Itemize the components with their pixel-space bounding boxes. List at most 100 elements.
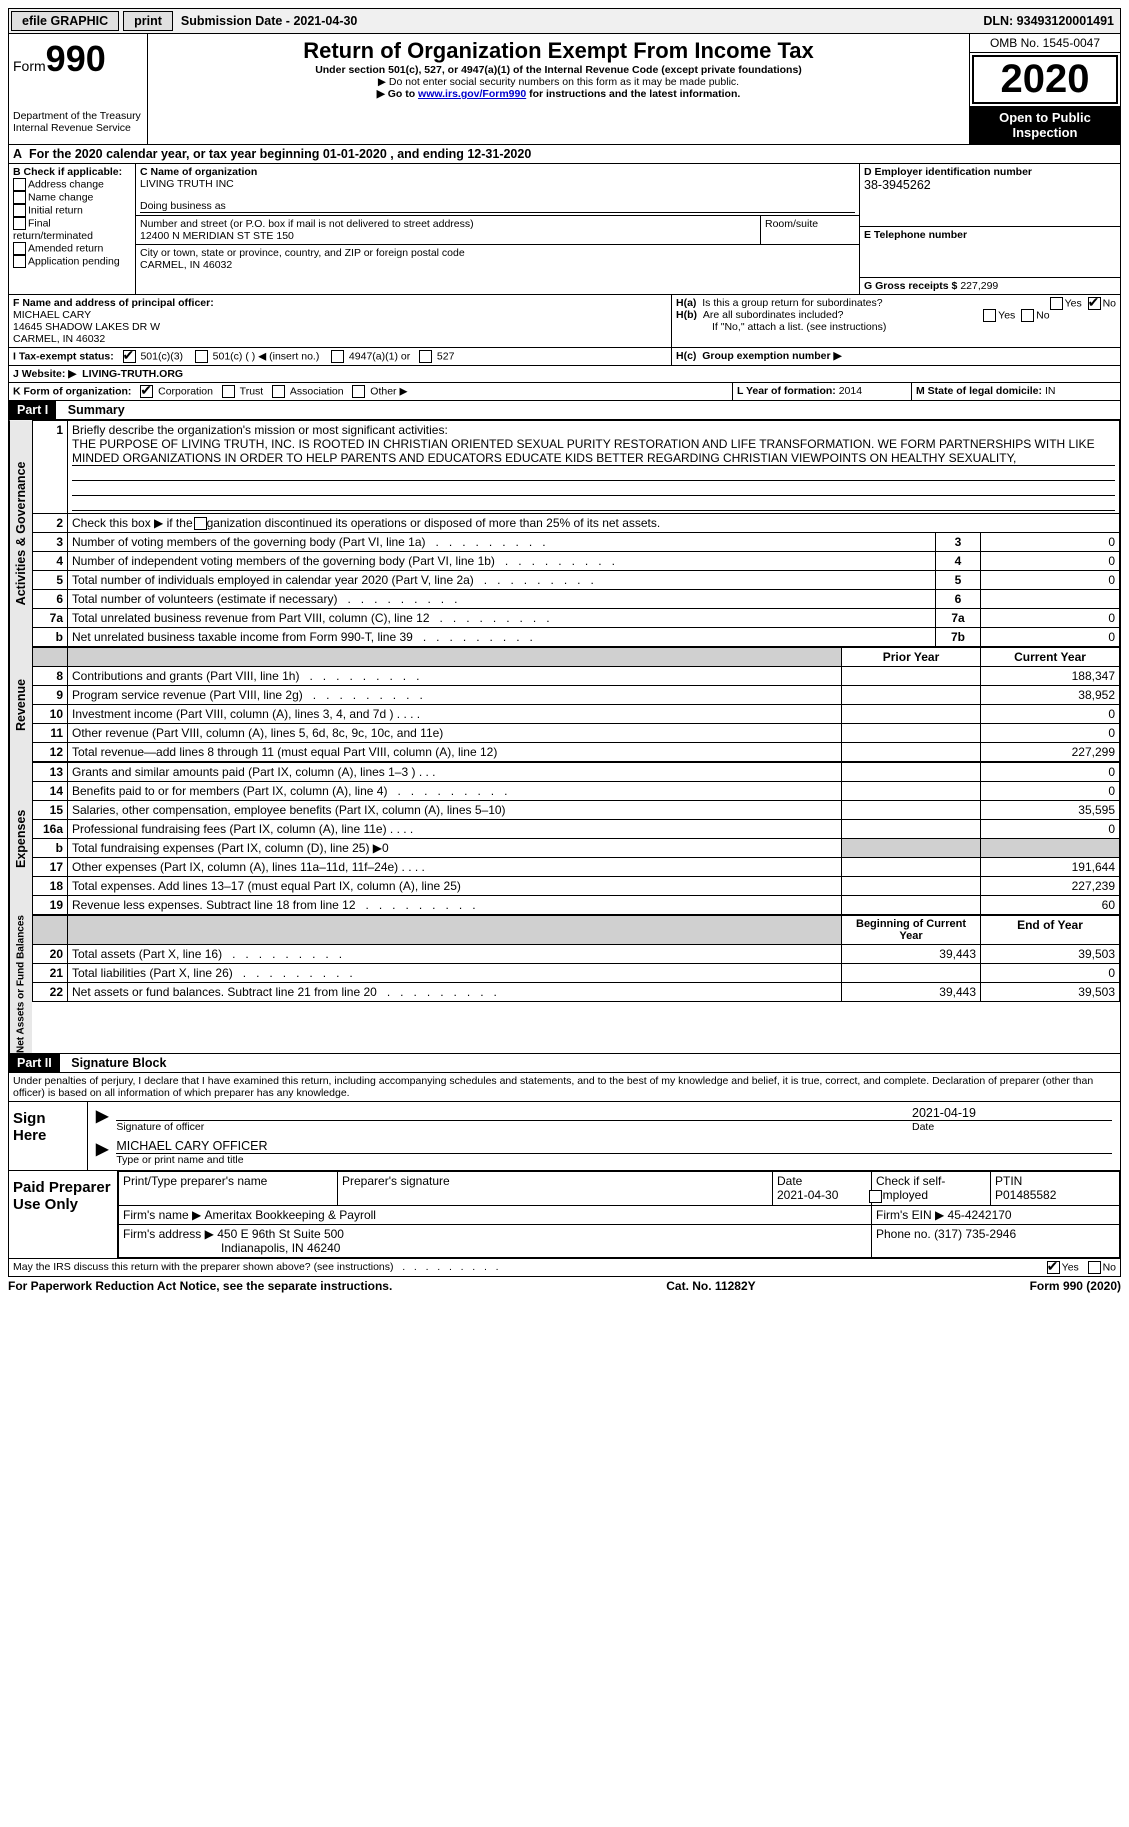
v13: 0 <box>981 763 1120 782</box>
d-label: D Employer identification number <box>864 166 1116 178</box>
irs: Internal Revenue Service <box>13 122 143 134</box>
l9: Program service revenue (Part VIII, line… <box>72 688 423 702</box>
chk-initial[interactable]: Initial return <box>13 204 131 217</box>
l16a: Professional fundraising fees (Part IX, … <box>72 822 387 836</box>
i-label: I Tax-exempt status: <box>13 350 114 362</box>
chk-address[interactable]: Address change <box>13 178 131 191</box>
officer-printed-name: MICHAEL CARY OFFICER <box>116 1139 1112 1154</box>
chk-pending[interactable]: Application pending <box>13 255 131 268</box>
website-value: LIVING-TRUTH.ORG <box>82 368 183 380</box>
firm-addr1: 450 E 96th St Suite 500 <box>217 1227 344 1241</box>
phone-label: Phone no. <box>876 1227 931 1241</box>
chk-corp[interactable] <box>140 385 153 398</box>
v3: 0 <box>981 533 1120 552</box>
chk-self-employed[interactable] <box>869 1190 882 1203</box>
l16b: Total fundraising expenses (Part IX, col… <box>68 839 842 858</box>
officer-addr2: CARMEL, IN 46032 <box>13 333 667 345</box>
part2-num: Part II <box>9 1054 60 1072</box>
form-subtitle: Under section 501(c), 527, or 4947(a)(1)… <box>152 64 965 76</box>
h-b: H(b) Are all subordinates included? Yes … <box>676 309 1116 321</box>
chk-final[interactable]: Final return/terminated <box>13 217 131 242</box>
sign-date-value: 2021-04-19 <box>912 1106 1112 1120</box>
chk-discuss-no[interactable] <box>1088 1261 1101 1274</box>
firm-ein: 45-4242170 <box>948 1208 1012 1222</box>
footer-mid: Cat. No. 11282Y <box>666 1279 755 1293</box>
print-button[interactable]: print <box>123 11 173 31</box>
chk-501c3[interactable] <box>123 350 136 363</box>
chk-other[interactable] <box>352 385 365 398</box>
website-row: J Website: ▶ LIVING-TRUTH.ORG <box>8 366 1121 383</box>
j-label: J Website: ▶ <box>13 368 76 380</box>
p-self-employed: Check if self-employed <box>872 1172 991 1205</box>
firm-ein-label: Firm's EIN ▶ <box>876 1208 944 1222</box>
chk-discontinued[interactable] <box>194 517 207 530</box>
dept-treasury: Department of the Treasury <box>13 110 143 122</box>
submission-date: Submission Date - 2021-04-30 <box>175 14 977 28</box>
paid-preparer-block: Paid Preparer Use Only Print/Type prepar… <box>8 1171 1121 1258</box>
footer-left: For Paperwork Reduction Act Notice, see … <box>8 1279 392 1293</box>
current-year-hdr: Current Year <box>981 648 1120 667</box>
chk-name[interactable]: Name change <box>13 191 131 204</box>
officer-addr1: 14645 SHADOW LAKES DR W <box>13 321 667 333</box>
dln: DLN: 93493120001491 <box>977 12 1120 30</box>
discuss-text: May the IRS discuss this return with the… <box>13 1261 499 1273</box>
l3: Number of voting members of the governin… <box>72 535 546 549</box>
phone-value: (317) 735-2946 <box>934 1227 1016 1241</box>
h-b-note: If "No," attach a list. (see instruction… <box>676 321 1116 333</box>
v21b <box>842 964 981 983</box>
efile-label: efile GRAPHIC <box>11 11 119 31</box>
officer-group-block: F Name and address of principal officer:… <box>8 295 1121 348</box>
ptin-value: P01485582 <box>995 1188 1056 1202</box>
v4: 0 <box>981 552 1120 571</box>
l17: Other expenses (Part IX, column (A), lin… <box>72 860 398 874</box>
l1-label: Briefly describe the organization's miss… <box>72 423 448 437</box>
room-suite: Room/suite <box>761 216 859 244</box>
section-netassets: Net Assets or Fund Balances Beginning of… <box>8 915 1121 1054</box>
b-label: B Check if applicable: <box>13 166 131 178</box>
l11: Other revenue (Part VIII, column (A), li… <box>68 724 842 743</box>
v16a: 0 <box>981 820 1120 839</box>
chk-discuss-yes[interactable] <box>1047 1261 1060 1274</box>
v9: 38,952 <box>981 686 1120 705</box>
v8: 188,347 <box>981 667 1120 686</box>
vlabel-revenue: Revenue <box>9 647 32 762</box>
page-footer: For Paperwork Reduction Act Notice, see … <box>8 1277 1121 1293</box>
h-c: H(c) Group exemption number ▶ <box>672 348 1120 365</box>
l5: Total number of individuals employed in … <box>72 573 594 587</box>
chk-trust[interactable] <box>222 385 235 398</box>
chk-assoc[interactable] <box>272 385 285 398</box>
section-expenses: Expenses 13Grants and similar amounts pa… <box>8 762 1121 915</box>
l7b: Net unrelated business taxable income fr… <box>72 630 533 644</box>
tax-year-range: A For the 2020 calendar year, or tax yea… <box>9 145 1120 163</box>
year-formation: 2014 <box>839 385 862 397</box>
sign-here-label: Sign Here <box>9 1102 88 1170</box>
v20b: 39,443 <box>842 945 981 964</box>
form990-link[interactable]: www.irs.gov/Form990 <box>418 88 526 100</box>
org-name: LIVING TRUTH INC <box>140 178 855 190</box>
v18: 227,239 <box>981 877 1120 896</box>
chk-501c[interactable] <box>195 350 208 363</box>
sig-date-label: Date <box>912 1121 1112 1133</box>
l15: Salaries, other compensation, employee b… <box>68 801 842 820</box>
p-date-label: Date <box>777 1174 802 1188</box>
firm-name-label: Firm's name ▶ <box>123 1208 201 1222</box>
chk-527[interactable] <box>419 350 432 363</box>
l8: Contributions and grants (Part VIII, lin… <box>72 669 419 683</box>
v5: 0 <box>981 571 1120 590</box>
h-a: H(a) Is this a group return for subordin… <box>676 297 1116 309</box>
chk-4947[interactable] <box>331 350 344 363</box>
vlabel-netassets: Net Assets or Fund Balances <box>9 915 32 1053</box>
chk-amended[interactable]: Amended return <box>13 242 131 255</box>
sig-officer-label: Signature of officer <box>116 1121 912 1133</box>
l2-text: Check this box ▶ if the organization dis… <box>68 514 1120 533</box>
v12: 227,299 <box>981 743 1120 762</box>
v6 <box>981 590 1120 609</box>
perjury-declaration: Under penalties of perjury, I declare th… <box>9 1073 1120 1101</box>
boy-hdr: Beginning of Current Year <box>842 916 981 945</box>
section-activities: Activities & Governance 1 Briefly descri… <box>8 420 1121 647</box>
gross-receipts: 227,299 <box>960 280 998 292</box>
tax-year: 2020 <box>972 55 1118 104</box>
identity-block: B Check if applicable: Address change Na… <box>8 164 1121 295</box>
arrow-icon: ▶ <box>96 1139 108 1166</box>
v19: 60 <box>981 896 1120 915</box>
